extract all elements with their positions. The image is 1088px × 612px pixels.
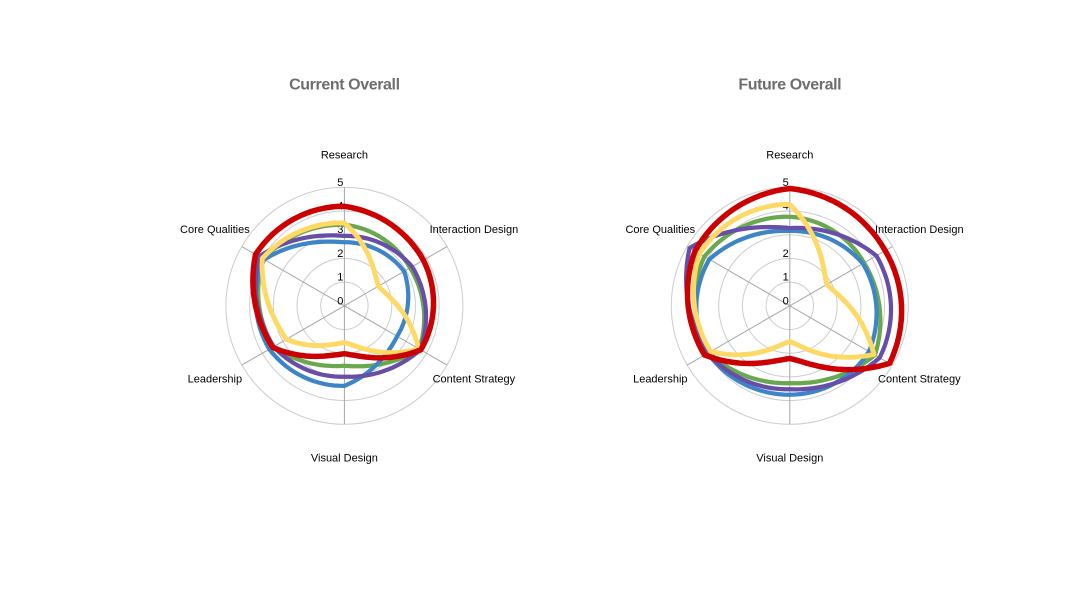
- svg-text:1: 1: [783, 272, 789, 284]
- svg-text:Content Strategy: Content Strategy: [433, 374, 516, 386]
- svg-text:0: 0: [337, 295, 343, 307]
- svg-text:Content Strategy: Content Strategy: [878, 374, 961, 386]
- svg-text:Core Qualities: Core Qualities: [625, 224, 695, 236]
- svg-text:Current Overall: Current Overall: [289, 77, 400, 94]
- svg-text:Visual Design: Visual Design: [311, 452, 378, 464]
- svg-text:2: 2: [337, 248, 343, 260]
- svg-text:Interaction Design: Interaction Design: [875, 224, 964, 236]
- svg-text:Research: Research: [766, 149, 813, 161]
- svg-text:Future Overall: Future Overall: [738, 77, 841, 94]
- svg-text:Interaction Design: Interaction Design: [430, 224, 519, 236]
- svg-text:1: 1: [337, 272, 343, 284]
- svg-text:5: 5: [783, 177, 789, 189]
- svg-text:0: 0: [783, 295, 789, 307]
- svg-text:2: 2: [783, 248, 789, 260]
- svg-text:Core Qualities: Core Qualities: [180, 224, 250, 236]
- svg-text:Leadership: Leadership: [188, 374, 242, 386]
- svg-text:Leadership: Leadership: [633, 374, 687, 386]
- svg-text:Visual Design: Visual Design: [756, 452, 823, 464]
- svg-text:Research: Research: [321, 149, 368, 161]
- svg-text:3: 3: [337, 224, 343, 236]
- svg-text:5: 5: [337, 177, 343, 189]
